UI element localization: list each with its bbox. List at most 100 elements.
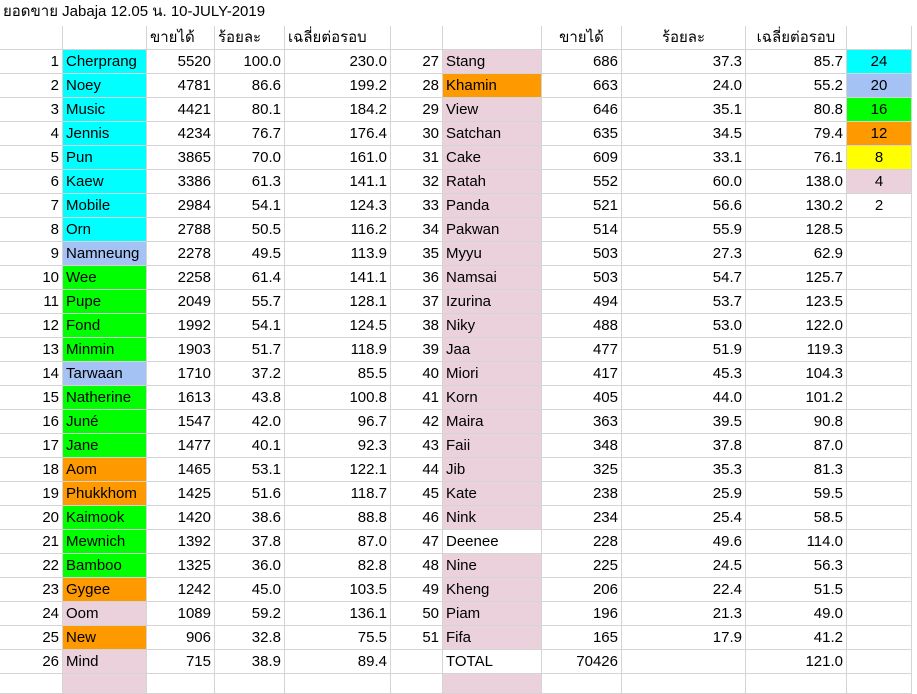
percent-value[interactable]: 37.2	[215, 362, 285, 386]
row-number[interactable]: 23	[0, 578, 63, 602]
member-name[interactable]: Namsai	[443, 266, 542, 290]
row-number[interactable]: 49	[391, 578, 443, 602]
sales-value[interactable]: 417	[542, 362, 622, 386]
header-avg[interactable]: เฉลี่ยต่อรอบ	[746, 26, 847, 50]
percent-value[interactable]: 60.0	[622, 170, 746, 194]
row-number[interactable]: 27	[391, 50, 443, 74]
member-name[interactable]: Noey	[63, 74, 147, 98]
member-name[interactable]: Oom	[63, 602, 147, 626]
sales-value[interactable]: 4234	[147, 122, 215, 146]
percent-value[interactable]: 49.5	[215, 242, 285, 266]
row-number[interactable]: 30	[391, 122, 443, 146]
row-number[interactable]: 36	[391, 266, 443, 290]
row-number[interactable]: 5	[0, 146, 63, 170]
avg-value[interactable]: 184.2	[285, 98, 391, 122]
member-name[interactable]: Myyu	[443, 242, 542, 266]
percent-value[interactable]: 22.4	[622, 578, 746, 602]
row-number[interactable]: 51	[391, 626, 443, 650]
sales-value[interactable]: 238	[542, 482, 622, 506]
member-name[interactable]: Izurina	[443, 290, 542, 314]
avg-value[interactable]: 118.9	[285, 338, 391, 362]
avg-value[interactable]: 79.4	[746, 122, 847, 146]
legend-blank[interactable]	[847, 650, 912, 674]
row-number[interactable]: 6	[0, 170, 63, 194]
sales-value[interactable]: 348	[542, 434, 622, 458]
member-name[interactable]: TOTAL	[443, 650, 542, 674]
sales-value[interactable]: 2049	[147, 290, 215, 314]
row-number[interactable]: 19	[0, 482, 63, 506]
member-name[interactable]: Mobile	[63, 194, 147, 218]
percent-value[interactable]: 53.1	[215, 458, 285, 482]
member-name[interactable]: Satchan	[443, 122, 542, 146]
avg-value[interactable]: 138.0	[746, 170, 847, 194]
percent-value[interactable]: 54.7	[622, 266, 746, 290]
sales-value[interactable]: 1425	[147, 482, 215, 506]
sales-value[interactable]: 363	[542, 410, 622, 434]
legend-blank[interactable]	[847, 338, 912, 362]
sales-value[interactable]: 715	[147, 650, 215, 674]
member-name[interactable]: Maira	[443, 410, 542, 434]
percent-value[interactable]: 56.6	[622, 194, 746, 218]
avg-value[interactable]: 59.5	[746, 482, 847, 506]
empty-cell[interactable]	[443, 674, 542, 694]
sales-value[interactable]: 477	[542, 338, 622, 362]
sales-value[interactable]: 196	[542, 602, 622, 626]
member-name[interactable]: Pupe	[63, 290, 147, 314]
empty-cell[interactable]	[391, 674, 443, 694]
sales-value[interactable]: 686	[542, 50, 622, 74]
sales-value[interactable]: 1420	[147, 506, 215, 530]
percent-value[interactable]	[622, 650, 746, 674]
row-number[interactable]: 28	[391, 74, 443, 98]
row-number[interactable]: 12	[0, 314, 63, 338]
avg-value[interactable]: 85.7	[746, 50, 847, 74]
member-name[interactable]: Nine	[443, 554, 542, 578]
avg-value[interactable]: 41.2	[746, 626, 847, 650]
member-name[interactable]: Faii	[443, 434, 542, 458]
member-name[interactable]: Piam	[443, 602, 542, 626]
row-number[interactable]: 20	[0, 506, 63, 530]
percent-value[interactable]: 24.0	[622, 74, 746, 98]
member-name[interactable]: Pun	[63, 146, 147, 170]
sales-value[interactable]: 3865	[147, 146, 215, 170]
percent-value[interactable]: 86.6	[215, 74, 285, 98]
empty-cell[interactable]	[285, 674, 391, 694]
sales-value[interactable]: 1325	[147, 554, 215, 578]
avg-value[interactable]: 88.8	[285, 506, 391, 530]
percent-value[interactable]: 25.9	[622, 482, 746, 506]
row-number[interactable]: 26	[0, 650, 63, 674]
legend-swatch[interactable]: 4	[847, 170, 912, 194]
percent-value[interactable]: 45.3	[622, 362, 746, 386]
sales-value[interactable]: 1710	[147, 362, 215, 386]
percent-value[interactable]: 17.9	[622, 626, 746, 650]
avg-value[interactable]: 82.8	[285, 554, 391, 578]
member-name[interactable]: Jaa	[443, 338, 542, 362]
percent-value[interactable]: 37.3	[622, 50, 746, 74]
avg-value[interactable]: 161.0	[285, 146, 391, 170]
row-number[interactable]: 11	[0, 290, 63, 314]
avg-value[interactable]: 122.1	[285, 458, 391, 482]
sales-value[interactable]: 3386	[147, 170, 215, 194]
legend-blank[interactable]	[847, 482, 912, 506]
row-number[interactable]: 14	[0, 362, 63, 386]
member-name[interactable]: Jib	[443, 458, 542, 482]
legend-blank[interactable]	[847, 530, 912, 554]
avg-value[interactable]: 124.5	[285, 314, 391, 338]
row-number[interactable]: 7	[0, 194, 63, 218]
row-number[interactable]: 47	[391, 530, 443, 554]
sales-value[interactable]: 1613	[147, 386, 215, 410]
sales-value[interactable]: 1392	[147, 530, 215, 554]
sales-value[interactable]: 2278	[147, 242, 215, 266]
legend-blank[interactable]	[847, 554, 912, 578]
member-name[interactable]: Mind	[63, 650, 147, 674]
sales-value[interactable]: 325	[542, 458, 622, 482]
member-name[interactable]: Kheng	[443, 578, 542, 602]
percent-value[interactable]: 55.9	[622, 218, 746, 242]
sales-value[interactable]: 2788	[147, 218, 215, 242]
row-number[interactable]: 40	[391, 362, 443, 386]
sales-value[interactable]: 1992	[147, 314, 215, 338]
sales-value[interactable]: 609	[542, 146, 622, 170]
avg-value[interactable]: 96.7	[285, 410, 391, 434]
avg-value[interactable]: 123.5	[746, 290, 847, 314]
legend-blank[interactable]	[847, 362, 912, 386]
sales-value[interactable]: 165	[542, 626, 622, 650]
